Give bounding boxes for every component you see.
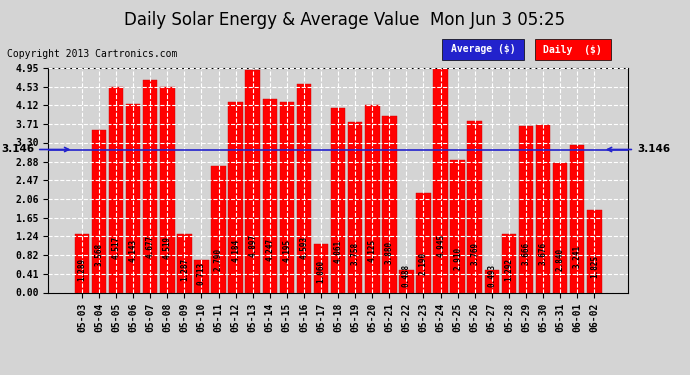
Text: 1.292: 1.292 [504,258,513,281]
Bar [177,234,192,292]
Text: 2.790: 2.790 [214,248,223,271]
Text: 4.593: 4.593 [299,236,308,259]
Text: Copyright 2013 Cartronics.com: Copyright 2013 Cartronics.com [7,49,177,59]
Text: 3.676: 3.676 [539,242,548,265]
FancyBboxPatch shape [442,39,524,60]
Text: 4.143: 4.143 [128,239,137,262]
Bar [382,116,397,292]
Bar [365,105,380,292]
Bar [468,121,482,292]
Text: 4.061: 4.061 [333,239,343,262]
Text: Daily  ($): Daily ($) [544,45,602,54]
Bar [160,87,175,292]
Text: 4.125: 4.125 [368,239,377,262]
Text: 4.519: 4.519 [163,236,172,260]
Text: 4.184: 4.184 [231,238,240,262]
Bar [536,125,551,292]
Bar [433,68,448,292]
Bar [262,99,277,292]
Bar [348,122,362,292]
Bar [246,70,260,292]
Bar [484,270,499,292]
Bar [416,193,431,292]
Text: 0.713: 0.713 [197,262,206,285]
Bar [502,234,516,292]
Bar [570,145,584,292]
Bar [92,130,106,292]
Text: 4.247: 4.247 [265,238,275,261]
FancyBboxPatch shape [535,39,611,60]
Bar [194,260,208,292]
Text: 3.146: 3.146 [1,144,69,154]
Text: 4.195: 4.195 [282,238,291,262]
Text: 2.910: 2.910 [453,247,462,270]
Bar [228,102,243,292]
Bar [279,102,294,292]
Text: 0.493: 0.493 [487,264,496,287]
Text: 4.897: 4.897 [248,234,257,257]
Bar [109,87,124,292]
Text: 3.758: 3.758 [351,242,359,265]
Bar [553,164,567,292]
Text: 1.289: 1.289 [77,258,86,282]
Text: 1.287: 1.287 [180,258,189,282]
Text: 1.825: 1.825 [590,255,599,278]
Text: 1.060: 1.060 [317,260,326,283]
Text: 3.880: 3.880 [385,241,394,264]
Text: 4.517: 4.517 [112,236,121,260]
Bar [143,80,157,292]
Text: 4.945: 4.945 [436,233,445,256]
Text: 4.677: 4.677 [146,235,155,258]
Text: 3.146: 3.146 [607,144,670,154]
Text: Daily Solar Energy & Average Value  Mon Jun 3 05:25: Daily Solar Energy & Average Value Mon J… [124,11,566,29]
Bar [211,166,226,292]
Bar [314,244,328,292]
Text: 3.666: 3.666 [522,242,531,265]
Text: 2.840: 2.840 [555,248,564,271]
Text: 3.241: 3.241 [573,245,582,268]
Bar [399,270,414,292]
Bar [331,108,346,292]
Bar [75,234,89,292]
Text: 3.769: 3.769 [471,242,480,264]
Bar [519,126,533,292]
Bar [451,160,465,292]
Text: 0.488: 0.488 [402,264,411,287]
Bar [587,210,602,292]
Text: Average ($): Average ($) [451,45,515,54]
Bar [126,104,140,292]
Text: 2.190: 2.190 [419,252,428,275]
Text: 3.568: 3.568 [95,243,103,266]
Bar [297,84,311,292]
